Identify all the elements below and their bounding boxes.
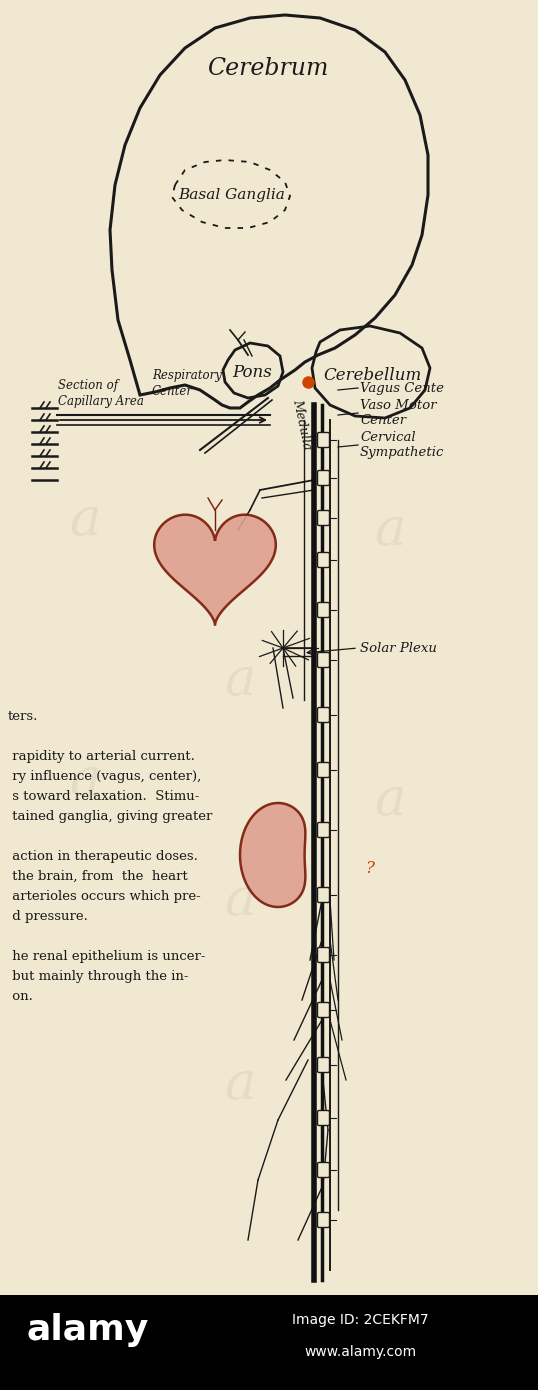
FancyBboxPatch shape: [317, 1058, 329, 1073]
Polygon shape: [154, 514, 276, 624]
Text: ?: ?: [365, 859, 374, 877]
Text: arterioles occurs which pre-: arterioles occurs which pre-: [8, 890, 201, 904]
FancyBboxPatch shape: [317, 552, 329, 567]
Text: but mainly through the in-: but mainly through the in-: [8, 970, 188, 983]
Text: a: a: [69, 755, 101, 805]
Text: a: a: [224, 655, 256, 706]
Text: a: a: [374, 505, 406, 556]
FancyBboxPatch shape: [317, 652, 329, 667]
Text: Respiratory
Center: Respiratory Center: [152, 368, 222, 398]
FancyBboxPatch shape: [317, 470, 329, 485]
Text: www.alamy.com: www.alamy.com: [304, 1346, 416, 1359]
Text: Medulla: Medulla: [291, 399, 314, 452]
Text: a: a: [224, 874, 256, 926]
FancyBboxPatch shape: [317, 1212, 329, 1227]
Text: Cerebrum: Cerebrum: [207, 57, 329, 79]
Text: tained ganglia, giving greater: tained ganglia, giving greater: [8, 810, 213, 823]
Text: a: a: [374, 774, 406, 826]
Text: Cervical
Sympathetic: Cervical Sympathetic: [360, 431, 444, 459]
Text: on.: on.: [8, 990, 33, 1004]
FancyBboxPatch shape: [317, 948, 329, 962]
FancyBboxPatch shape: [317, 1111, 329, 1126]
Text: Vaso Motor
Center: Vaso Motor Center: [360, 399, 437, 427]
Text: Image ID: 2CEKFM7: Image ID: 2CEKFM7: [292, 1314, 428, 1327]
FancyBboxPatch shape: [317, 432, 329, 448]
Text: d pressure.: d pressure.: [8, 910, 88, 923]
FancyBboxPatch shape: [317, 887, 329, 902]
Text: he renal epithelium is uncer-: he renal epithelium is uncer-: [8, 949, 206, 963]
Text: rapidity to arterial current.: rapidity to arterial current.: [8, 751, 195, 763]
Text: action in therapeutic doses.: action in therapeutic doses.: [8, 851, 198, 863]
FancyBboxPatch shape: [317, 708, 329, 723]
Bar: [0, 1295, 538, 1390]
FancyBboxPatch shape: [317, 510, 329, 525]
FancyBboxPatch shape: [317, 1002, 329, 1017]
Text: Basal Ganglia: Basal Ganglia: [179, 188, 286, 202]
FancyBboxPatch shape: [317, 602, 329, 617]
Text: alamy: alamy: [27, 1314, 149, 1347]
Text: a: a: [224, 1059, 256, 1111]
Text: Section of
Capillary Area: Section of Capillary Area: [58, 378, 144, 407]
Text: Solar Plexu: Solar Plexu: [360, 642, 437, 655]
Text: a: a: [69, 495, 101, 545]
FancyBboxPatch shape: [317, 1162, 329, 1177]
Text: s toward relaxation.  Stimu-: s toward relaxation. Stimu-: [8, 790, 200, 803]
FancyBboxPatch shape: [317, 763, 329, 777]
Text: Pons: Pons: [232, 364, 272, 381]
Text: ry influence (vagus, center),: ry influence (vagus, center),: [8, 770, 201, 783]
Polygon shape: [240, 803, 306, 908]
Text: Cerebellum: Cerebellum: [323, 367, 421, 384]
FancyBboxPatch shape: [317, 823, 329, 838]
Text: ters.: ters.: [8, 710, 38, 723]
Text: Vagus Cente: Vagus Cente: [360, 381, 444, 395]
Text: the brain, from  the  heart: the brain, from the heart: [8, 870, 188, 883]
